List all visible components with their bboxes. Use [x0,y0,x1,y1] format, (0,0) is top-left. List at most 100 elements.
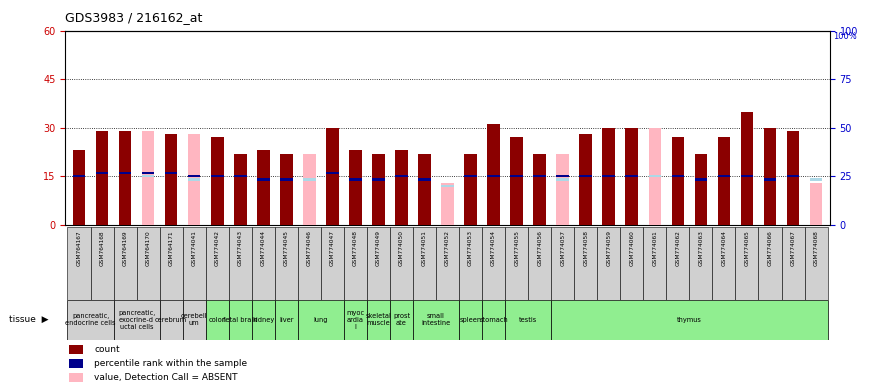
Bar [718,175,730,177]
Bar [488,124,500,225]
Bar [459,300,482,340]
Text: cerebrum: cerebrum [155,317,187,323]
Bar [349,178,362,180]
Text: GSM774064: GSM774064 [721,230,726,266]
Text: spleen: spleen [460,317,481,323]
Text: stomach: stomach [479,317,508,323]
Text: percentile rank within the sample: percentile rank within the sample [94,359,248,368]
Bar [810,183,822,225]
Text: GSM774063: GSM774063 [699,230,703,266]
Bar [344,300,367,340]
Bar [764,178,776,180]
Text: skeletal
muscle: skeletal muscle [366,313,391,326]
Text: GSM764170: GSM764170 [146,230,150,266]
Text: GSM774067: GSM774067 [791,230,795,266]
Bar [280,154,293,225]
Bar [142,172,155,174]
Bar [441,185,454,187]
Bar [648,128,661,225]
Text: fetal brain: fetal brain [223,317,257,323]
Bar [551,300,827,340]
Bar [740,175,753,177]
Text: GSM764169: GSM764169 [123,230,128,266]
Bar [648,175,661,177]
Bar [441,183,454,225]
Text: myoc
ardia
l: myoc ardia l [347,310,364,330]
Bar [510,175,523,177]
Bar [764,128,776,225]
Bar [786,175,799,177]
Text: GSM774052: GSM774052 [445,230,450,266]
Bar [303,154,315,225]
Text: GSM774044: GSM774044 [261,230,266,266]
Bar [229,300,252,340]
Bar [551,227,574,300]
Bar [206,227,229,300]
Bar [298,227,321,300]
Bar [488,175,500,177]
Bar [626,175,638,177]
Text: tissue  ▶: tissue ▶ [9,315,48,324]
Bar [252,227,275,300]
Bar [672,137,684,225]
Bar [68,227,90,300]
Bar [390,300,413,340]
Bar [73,175,85,177]
Bar [781,227,805,300]
Bar [459,227,482,300]
Bar [234,175,247,177]
Bar [326,172,339,174]
Text: GSM774056: GSM774056 [537,230,542,266]
Text: kidney: kidney [252,317,275,323]
Bar [556,154,569,225]
Bar [694,154,707,225]
Bar [534,154,546,225]
Text: pancreatic,
exocrine-d
uctal cells: pancreatic, exocrine-d uctal cells [118,310,156,330]
Bar [114,227,136,300]
Bar [786,131,799,225]
Bar [556,175,569,177]
Text: GSM774041: GSM774041 [192,230,196,266]
Bar [257,178,269,180]
Bar [395,150,408,225]
Bar [119,131,131,225]
Bar [182,300,206,340]
Text: GSM774066: GSM774066 [767,230,773,266]
Bar [395,175,408,177]
Bar [165,172,177,174]
Bar [303,154,315,225]
Text: GDS3983 / 216162_at: GDS3983 / 216162_at [65,12,202,25]
Bar [188,175,201,177]
Bar [482,300,505,340]
Text: GSM774043: GSM774043 [238,230,242,266]
Bar [580,134,592,225]
Text: GSM774049: GSM774049 [376,230,381,266]
Bar [718,137,730,225]
Bar [436,227,459,300]
Bar [211,175,223,177]
Text: count: count [94,345,120,354]
Bar [505,227,528,300]
Text: GSM774047: GSM774047 [330,230,335,266]
Bar [413,300,459,340]
Text: GSM774054: GSM774054 [491,230,496,266]
Text: GSM764171: GSM764171 [169,230,174,266]
Bar [298,300,344,340]
Bar [188,134,201,225]
Bar [280,178,293,180]
Bar [321,227,344,300]
Bar [69,359,83,368]
Bar [689,227,713,300]
Bar [667,227,689,300]
Bar [69,373,83,382]
Bar [160,300,182,340]
Bar [740,111,753,225]
Bar [275,300,298,340]
Bar [229,227,252,300]
Bar [234,154,247,225]
Text: GSM774048: GSM774048 [353,230,358,266]
Bar [418,178,431,180]
Bar [626,128,638,225]
Bar [534,175,546,177]
Text: GSM764167: GSM764167 [76,230,82,266]
